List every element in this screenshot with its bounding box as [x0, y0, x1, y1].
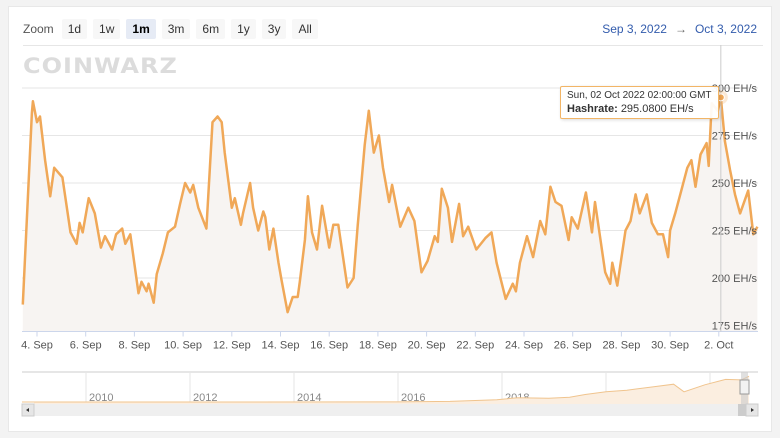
- x-tick-label: 20. Sep: [408, 340, 446, 352]
- zoom-6m-button[interactable]: 6m: [196, 19, 226, 39]
- zoom-1d-button[interactable]: 1d: [61, 19, 88, 39]
- x-tick-label: 10. Sep: [164, 340, 202, 352]
- tooltip-series: Hashrate:: [567, 103, 618, 115]
- x-tick-label: 16. Sep: [310, 340, 348, 352]
- arrow-right-icon: [751, 408, 754, 412]
- zoom-bar: Zoom 1d 1w 1m 3m 6m 1y 3y All: [23, 19, 318, 39]
- arrow-left-icon: [26, 408, 29, 412]
- navigator-year-label: 2014: [297, 392, 321, 404]
- y-tick-label: 225 EH/s: [712, 226, 758, 238]
- tooltip-value: 295.0800 EH/s: [620, 103, 694, 115]
- zoom-3m-button[interactable]: 3m: [161, 19, 191, 39]
- zoom-1w-button[interactable]: 1w: [93, 19, 121, 39]
- zoom-1m-button[interactable]: 1m: [126, 19, 156, 39]
- zoom-3y-button[interactable]: 3y: [261, 19, 287, 39]
- y-tick-label: 300 EH/s: [712, 83, 758, 95]
- x-tick-label: 22. Sep: [456, 340, 494, 352]
- navigator-year-label: 2010: [89, 392, 113, 404]
- y-tick-label: 275 EH/s: [712, 131, 758, 143]
- hashrate-line: [21, 96, 759, 314]
- scrollbar-thumb[interactable]: [738, 404, 746, 416]
- zoom-all-button[interactable]: All: [292, 19, 318, 39]
- range-arrow: →: [674, 22, 687, 36]
- scrollbar-track[interactable]: [22, 404, 758, 416]
- divider: [23, 45, 763, 46]
- navigator-handle[interactable]: [739, 379, 750, 395]
- tooltip-date: Sun, 02 Oct 2022 02:00:00 GMT: [567, 90, 712, 101]
- x-tick-label: 4. Sep: [21, 340, 53, 352]
- x-tick-label: 12. Sep: [213, 340, 251, 352]
- date-range: Sep 3, 2022 → Oct 3, 2022: [602, 22, 757, 36]
- x-tick-label: 2. Oct: [704, 340, 733, 352]
- x-tick-label: 28. Sep: [602, 340, 640, 352]
- x-tick-label: 8. Sep: [118, 340, 150, 352]
- x-tick-label: 18. Sep: [359, 340, 397, 352]
- x-tick-label: 14. Sep: [262, 340, 300, 352]
- zoom-label: Zoom: [23, 22, 54, 36]
- x-tick-label: 30. Sep: [651, 340, 689, 352]
- tooltip: Sun, 02 Oct 2022 02:00:00 GMT Hashrate: …: [560, 86, 719, 119]
- x-tick-label: 6. Sep: [70, 340, 102, 352]
- navigator-area: [34, 376, 749, 404]
- navigator-year-label: 2012: [193, 392, 217, 404]
- x-tick-label: 24. Sep: [505, 340, 543, 352]
- navigator-line: [22, 375, 750, 403]
- range-to-input[interactable]: Oct 3, 2022: [694, 22, 757, 36]
- zoom-1y-button[interactable]: 1y: [231, 19, 256, 39]
- y-tick-label: 250 EH/s: [712, 178, 758, 190]
- range-from-input[interactable]: Sep 3, 2022: [602, 22, 667, 36]
- hashrate-area: [22, 97, 758, 332]
- y-tick-label: 175 EH/s: [712, 321, 758, 333]
- y-tick-label: 200 EH/s: [712, 273, 758, 285]
- coinwarz-logo: COINWARZ: [23, 53, 178, 79]
- x-tick-label: 26. Sep: [554, 340, 592, 352]
- navigator-year-label: 2016: [401, 392, 425, 404]
